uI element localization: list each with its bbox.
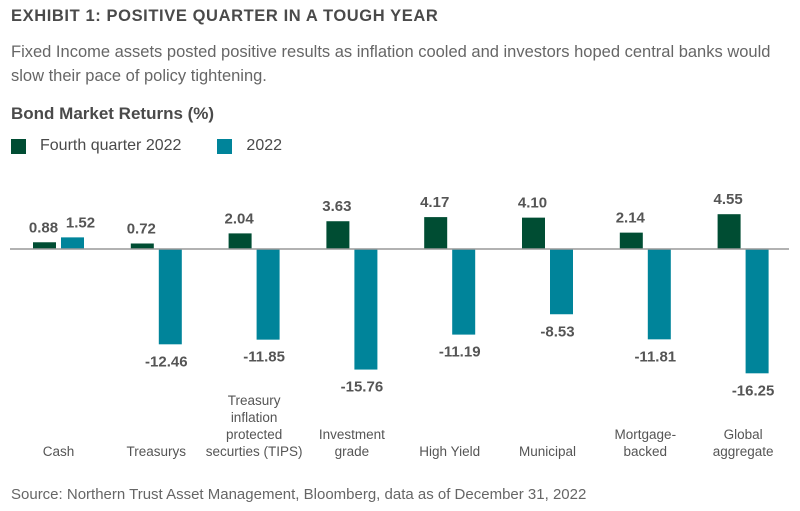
bar-2022: [61, 237, 84, 249]
chart-title: Bond Market Returns (%): [11, 104, 215, 123]
legend-item-2022: 2022: [217, 137, 282, 155]
legend-label-q4: Fourth quarter 2022: [40, 137, 182, 154]
bar-q4: [33, 242, 56, 249]
category-label: High Yield: [419, 444, 480, 459]
source-note: Source: Northern Trust Asset Management,…: [11, 486, 587, 503]
value-label-2022: -8.53: [540, 323, 574, 340]
category-label: Municipal: [519, 444, 576, 459]
bar-2022: [158, 249, 182, 345]
category-label: securties (TIPS): [206, 444, 303, 459]
legend-label-2022: 2022: [246, 137, 283, 154]
category-label: Cash: [43, 444, 75, 459]
bar-q4: [228, 233, 252, 249]
value-label-2022: -11.85: [243, 349, 285, 366]
value-label-2022: -11.81: [634, 348, 676, 365]
category-label: grade: [335, 444, 370, 459]
bar-2022: [745, 249, 769, 374]
bar-q4: [522, 217, 545, 249]
legend-item-q4: Fourth quarter 2022: [11, 137, 181, 155]
bar-q4: [619, 232, 643, 249]
value-label-q4: 4.17: [420, 194, 449, 211]
value-label-2022: -15.76: [341, 379, 384, 396]
category-label: backed: [624, 444, 668, 459]
bar-q4: [130, 243, 154, 249]
value-label-q4: 3.63: [322, 198, 351, 215]
value-label-2022: -11.19: [439, 344, 481, 361]
value-label-q4: 2.14: [616, 210, 646, 227]
value-label-2022: -12.46: [145, 353, 188, 370]
bar-2022: [452, 249, 476, 335]
value-label-q4: 2.04: [224, 210, 254, 227]
category-label: aggregate: [713, 444, 774, 459]
bar-q4: [424, 217, 448, 249]
bar-2022: [354, 249, 378, 370]
value-label-q4: 4.55: [713, 191, 742, 208]
category-label: Mortgage-: [615, 427, 677, 442]
legend-swatch-2022: [217, 138, 233, 154]
category-label: Treasury: [228, 393, 281, 408]
bar-2022: [647, 249, 671, 340]
category-label: Treasurys: [127, 444, 187, 459]
value-label-q4: 4.10: [518, 195, 547, 212]
bar-2022: [256, 249, 280, 340]
value-label-2022: 1.52: [66, 214, 95, 231]
category-label: Global: [724, 427, 763, 442]
value-label-2022: -16.25: [732, 382, 775, 399]
value-label-q4: 0.88: [29, 219, 58, 236]
category-label: inflation: [231, 410, 278, 425]
chart-legend: Fourth quarter 2022 2022: [11, 137, 318, 155]
bar-q4: [717, 214, 741, 249]
exhibit-subtitle: Fixed Income assets posted positive resu…: [11, 43, 771, 85]
exhibit-title: EXHIBIT 1: POSITIVE QUARTER IN A TOUGH Y…: [11, 7, 439, 25]
bar-q4: [326, 221, 350, 249]
bar-2022: [550, 249, 573, 315]
category-label: Investment: [319, 427, 385, 442]
legend-swatch-q4: [11, 138, 26, 154]
category-label: protected: [226, 427, 282, 442]
value-label-q4: 0.72: [127, 220, 156, 237]
